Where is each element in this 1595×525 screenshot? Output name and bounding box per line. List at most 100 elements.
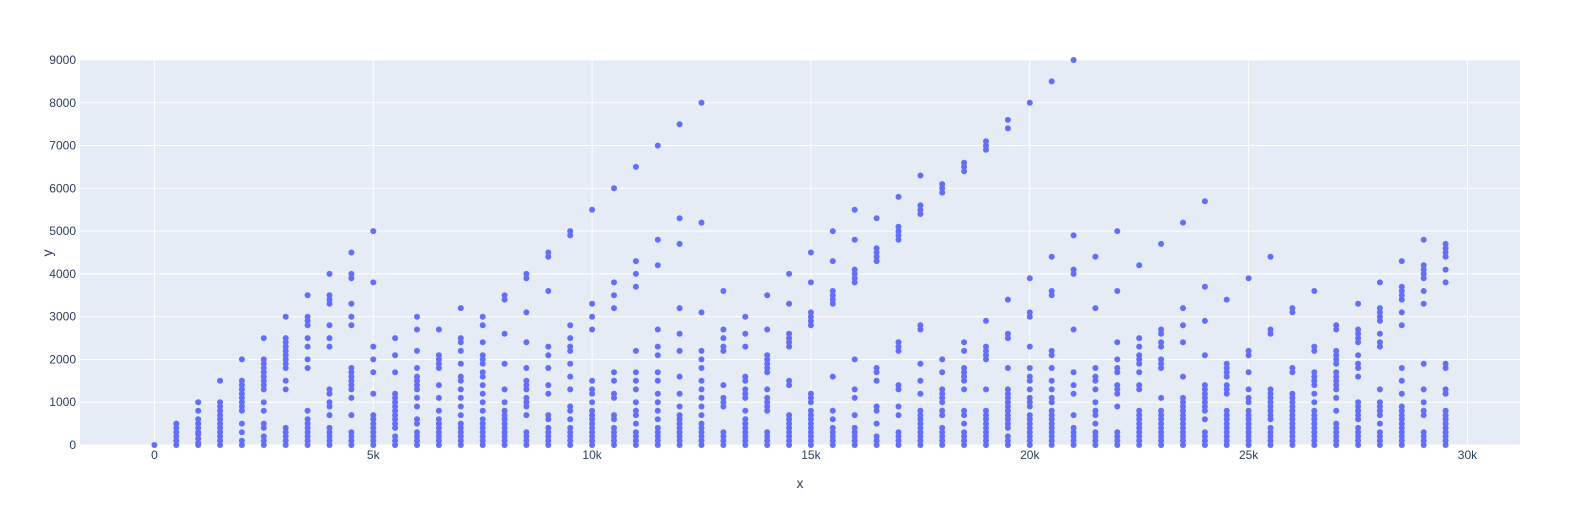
data-point [414,326,420,333]
data-point [1311,288,1318,294]
data-point [895,347,902,354]
data-point [1442,416,1449,423]
data-point [807,394,814,401]
data-point [1004,416,1011,423]
y-tick-label: 3000 [49,310,76,324]
data-point [698,420,705,427]
data-point [414,394,420,401]
data-point [1004,399,1011,406]
data-point [589,313,596,320]
data-point [961,377,968,384]
data-point [1289,407,1296,414]
data-point [260,424,267,431]
data-point [1092,407,1099,414]
data-point [983,416,989,423]
data-point [786,270,793,277]
data-point [195,399,202,406]
data-point [282,356,289,363]
data-point [545,288,552,294]
data-point [698,429,705,436]
data-point [1333,360,1340,367]
data-point [654,369,661,376]
data-point [1420,433,1427,440]
data-point [1136,343,1143,350]
data-point [589,390,596,397]
data-point [392,403,399,410]
data-point [654,429,661,436]
data-point [611,412,617,419]
data-point [983,343,989,350]
data-point [1026,373,1033,380]
data-point [1114,228,1121,235]
data-point [1136,335,1143,342]
data-point [457,412,464,419]
data-point [589,377,596,384]
data-point [457,437,464,444]
data-point [698,356,705,363]
data-point [917,326,924,333]
data-point [983,412,989,419]
data-point [611,305,617,312]
data-point [1092,399,1099,406]
data-point [326,399,333,406]
data-point [917,424,924,431]
data-point [1311,382,1318,389]
data-point [1004,407,1011,414]
data-point [173,429,180,436]
data-point [1376,343,1383,350]
data-point [304,317,311,324]
data-point [1070,442,1077,448]
data-point [1267,442,1274,448]
data-point [414,365,420,371]
data-point [1376,412,1383,419]
data-point [392,412,399,419]
data-point [1245,399,1252,406]
data-point [764,394,771,401]
data-point [479,416,486,423]
data-point [632,283,639,290]
data-point [1114,437,1121,444]
data-point [698,442,705,448]
data-point [304,442,311,448]
data-point [676,373,683,380]
data-point [895,193,902,200]
data-point [1048,347,1055,354]
data-point [873,245,880,252]
data-point [1355,437,1362,444]
data-point [348,275,355,282]
data-point [1070,433,1077,440]
data-point [567,407,574,414]
data-point [479,373,486,380]
data-point [1442,420,1449,427]
data-point [1398,390,1405,397]
data-point [1048,288,1055,294]
data-point [851,437,858,444]
data-point [260,407,267,414]
data-point [742,343,749,350]
data-point [807,442,814,448]
data-point [1201,407,1208,414]
data-point [1201,429,1208,436]
data-point [1158,437,1165,444]
data-point [1333,347,1340,354]
data-point [304,356,311,363]
data-point [348,270,355,277]
data-point [851,442,858,448]
data-point [457,429,464,436]
data-point [326,424,333,431]
data-point [1420,266,1427,273]
data-point [1355,339,1362,346]
data-point [786,416,793,423]
data-point [523,394,530,401]
data-point [1289,403,1296,410]
data-point [1333,322,1340,329]
data-point [1004,412,1011,419]
data-point [326,335,333,342]
data-point [1180,399,1186,406]
data-point [917,206,924,213]
data-point [479,322,486,329]
data-point [1223,369,1230,376]
data-point [1180,407,1186,414]
data-point [939,429,946,436]
data-point [961,373,968,380]
